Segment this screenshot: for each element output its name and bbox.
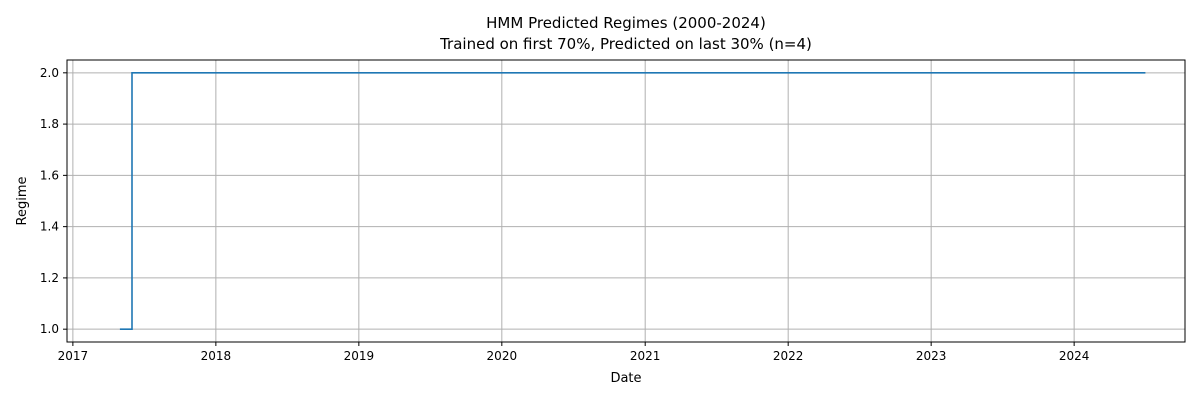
x-tick-label: 2023 bbox=[916, 349, 947, 363]
x-tick-label: 2018 bbox=[201, 349, 232, 363]
chart-title: HMM Predicted Regimes (2000-2024) bbox=[486, 14, 766, 32]
x-tick-label: 2019 bbox=[344, 349, 375, 363]
plot-frame bbox=[66, 59, 1186, 343]
y-tick-label: 1.0 bbox=[40, 322, 59, 336]
y-tick-label: 2.0 bbox=[40, 66, 59, 80]
x-tick-label: 2022 bbox=[773, 349, 804, 363]
chart-subtitle: Trained on first 70%, Predicted on last … bbox=[439, 35, 812, 53]
y-tick-label: 1.6 bbox=[40, 168, 59, 182]
x-axis-label: Date bbox=[610, 371, 641, 386]
x-tick-label: 2024 bbox=[1059, 349, 1090, 363]
x-tick-label: 2020 bbox=[487, 349, 518, 363]
plot-area bbox=[119, 72, 1146, 331]
grid bbox=[67, 60, 1185, 342]
y-tick-label: 1.8 bbox=[40, 117, 59, 131]
y-tick-label: 1.2 bbox=[40, 271, 59, 285]
y-tick-label: 1.4 bbox=[40, 220, 59, 234]
y-axis-label: Regime bbox=[15, 177, 30, 226]
series-line bbox=[119, 72, 1146, 331]
y-axis: 1.0 1.2 1.4 1.6 1.8 2.0 bbox=[40, 66, 67, 336]
x-tick-label: 2021 bbox=[630, 349, 661, 363]
x-tick-label: 2017 bbox=[58, 349, 89, 363]
x-axis: 2017 2018 2019 2020 2021 2022 2023 2024 bbox=[58, 342, 1090, 363]
